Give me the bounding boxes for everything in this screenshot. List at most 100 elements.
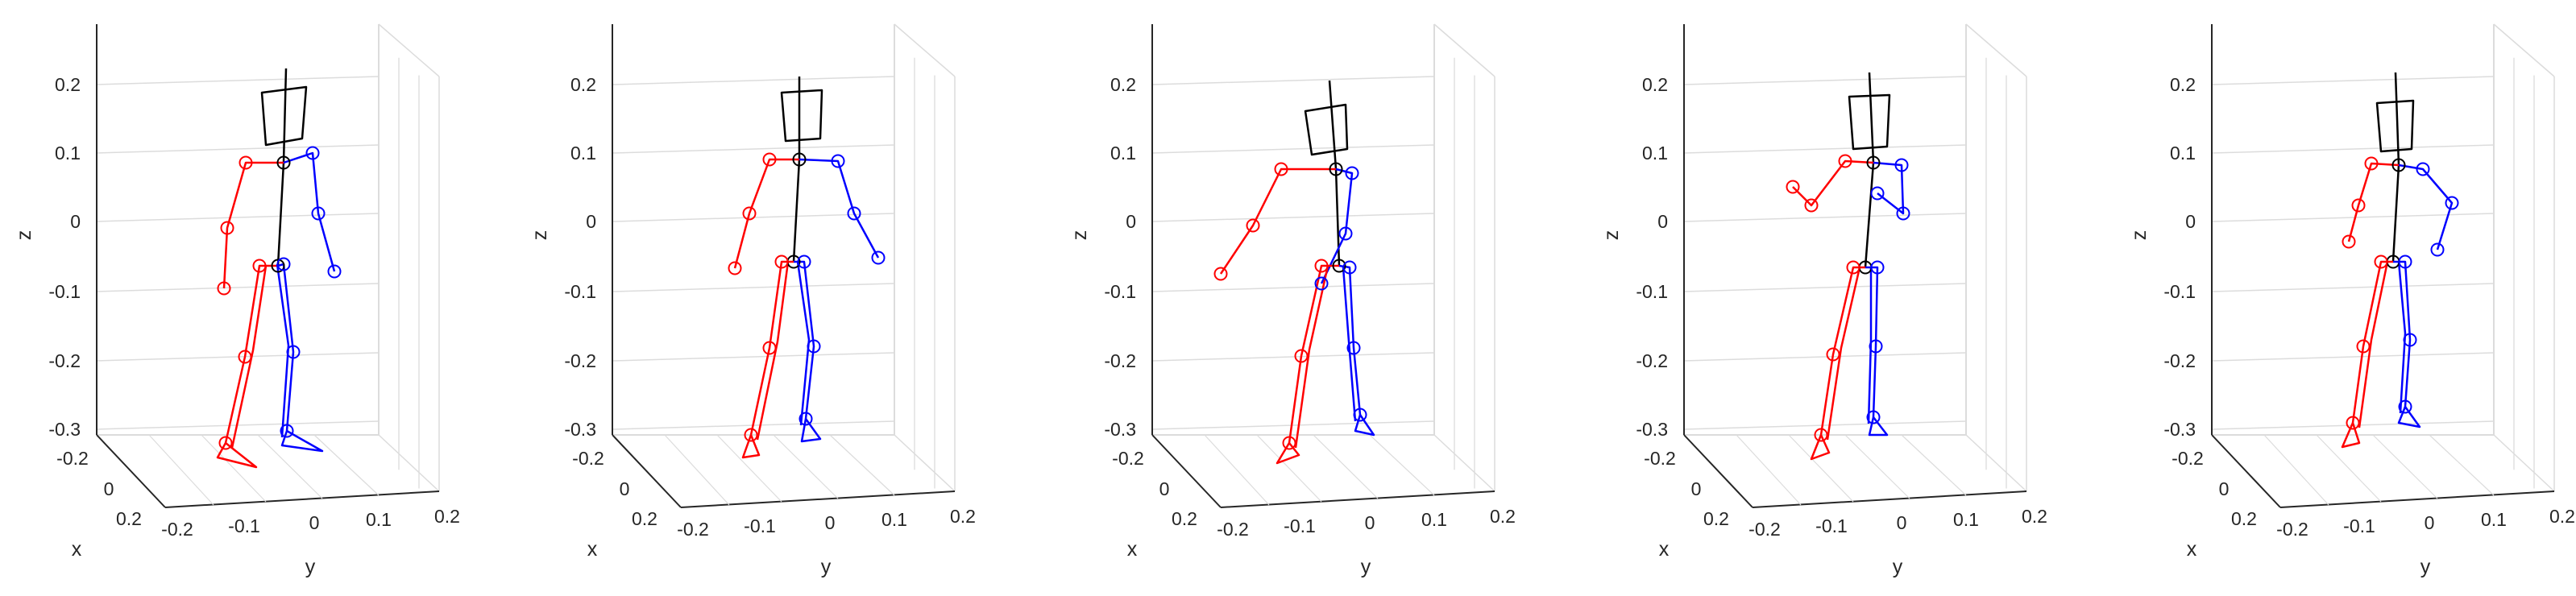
left-foot-line bbox=[1810, 434, 1831, 461]
y-tick-label: 0.2 bbox=[950, 506, 976, 527]
right-wall-top bbox=[378, 23, 440, 77]
x-axis-line bbox=[2211, 434, 2281, 508]
y-axis-label: y bbox=[1361, 556, 1371, 578]
skeleton bbox=[2341, 72, 2459, 449]
skeleton bbox=[216, 68, 342, 469]
left-joint-hp bbox=[252, 259, 267, 273]
right-foot-line bbox=[1868, 416, 1889, 437]
right-joint-kn bbox=[286, 345, 301, 359]
head-box bbox=[780, 89, 823, 143]
right-joint-an bbox=[280, 424, 294, 438]
z-gridline bbox=[2211, 76, 2495, 85]
head-box bbox=[260, 85, 308, 147]
left-arm-line bbox=[733, 158, 799, 269]
z-tick-label: -0.3 bbox=[564, 419, 596, 440]
y-axis-line bbox=[1220, 490, 1495, 508]
y-axis-label: y bbox=[821, 556, 832, 578]
z-gridline bbox=[612, 144, 895, 154]
floor-gridline bbox=[313, 434, 380, 496]
z-gridline bbox=[1151, 76, 1435, 85]
x-tick-label: -0.2 bbox=[1644, 448, 1676, 469]
right-joint-kn bbox=[2403, 333, 2417, 347]
z-tick-label: 0.1 bbox=[1642, 143, 1668, 163]
z-tick-label: -0.1 bbox=[1636, 281, 1668, 302]
left-leg-line-back bbox=[756, 261, 790, 441]
x-tick-label: 0.2 bbox=[1703, 508, 1729, 529]
z-gridline bbox=[2211, 352, 2495, 362]
z-gridline bbox=[612, 76, 895, 85]
z-tick-label: -0.2 bbox=[48, 350, 81, 371]
floor-gridline bbox=[1204, 434, 1270, 506]
left-joint-an bbox=[744, 428, 758, 442]
x-tick-label: 0 bbox=[1691, 478, 1702, 499]
right-arm-line bbox=[2398, 163, 2454, 250]
head-box bbox=[1848, 93, 1891, 151]
right-joint-sh bbox=[1894, 158, 1909, 172]
left-joint-sh bbox=[239, 155, 253, 170]
z-gridline bbox=[96, 352, 380, 362]
x-tick-label: 0 bbox=[2219, 478, 2230, 499]
right-joint-an bbox=[1866, 410, 1881, 424]
y-tick-label: 0 bbox=[309, 512, 320, 533]
right-joint-el bbox=[311, 206, 326, 221]
neck-joint bbox=[276, 155, 291, 170]
floor-gridline bbox=[664, 434, 730, 506]
right-leg-line-back bbox=[796, 261, 811, 426]
right-joint-hp bbox=[2398, 255, 2412, 269]
right-joint-wr bbox=[1314, 276, 1329, 291]
z-tick-label: -0.3 bbox=[2163, 419, 2196, 440]
left-joint-kn bbox=[2356, 339, 2371, 354]
right-joint-hp bbox=[797, 255, 811, 269]
x-tick-label: -0.2 bbox=[56, 448, 89, 469]
left-joint-sh bbox=[1838, 154, 1852, 168]
chart-panel-1: 0.20.10-0.1-0.2-0.3-0.2 -0.1 0 0.1 0.2-0.200… bbox=[13, 23, 460, 578]
floor-gridline bbox=[1369, 434, 1435, 496]
z-gridline bbox=[2211, 213, 2495, 222]
y-tick-label: 0.2 bbox=[1490, 506, 1516, 527]
floor-gridline bbox=[1313, 434, 1379, 499]
z-tick-label: 0.2 bbox=[2170, 74, 2196, 95]
x-tick-label: 0 bbox=[620, 478, 630, 499]
left-joint-el bbox=[2351, 198, 2366, 213]
right-wall-bottom bbox=[378, 434, 440, 492]
z-gridline bbox=[96, 213, 380, 222]
right-joint-el bbox=[1896, 206, 1910, 221]
left-joint-kn bbox=[762, 341, 777, 355]
y-tick-label: -0.1 bbox=[2343, 515, 2375, 536]
z-gridline bbox=[1683, 283, 1967, 292]
right-joint-el bbox=[847, 206, 861, 221]
z-tick-label: 0 bbox=[1126, 211, 1136, 232]
z-axis-label: z bbox=[529, 230, 551, 241]
y-tick-label: 0 bbox=[825, 512, 836, 533]
x-axis-label: x bbox=[2187, 538, 2197, 561]
y-tick-label: 0.1 bbox=[1421, 509, 1447, 530]
left-joint-wr bbox=[1213, 267, 1228, 281]
floor-gridline bbox=[201, 434, 267, 503]
floor-gridline bbox=[716, 434, 782, 503]
left-arm-line bbox=[1792, 159, 1874, 207]
head-box bbox=[2375, 99, 2415, 153]
x-axis-label: x bbox=[72, 538, 82, 561]
back-wall-grid bbox=[1683, 23, 2027, 508]
z-tick-label: 0 bbox=[70, 211, 81, 232]
neck-joint bbox=[1329, 162, 1343, 176]
floor-gridline bbox=[2316, 434, 2382, 503]
right-joint-sh bbox=[305, 146, 320, 160]
z-tick-label: -0.1 bbox=[48, 281, 81, 302]
right-arm-line bbox=[1873, 161, 1905, 215]
x-tick-label: 0.2 bbox=[2231, 508, 2257, 529]
z-tick-label: 0.1 bbox=[1110, 143, 1136, 163]
floor-gridline bbox=[1256, 434, 1322, 503]
chart-panel-4: 0.20.10-0.1-0.2-0.3-0.2 -0.1 0 0.1 0.2-0.200… bbox=[1600, 23, 2047, 578]
left-arm-line bbox=[1219, 168, 1336, 275]
right-joint-sh bbox=[1345, 166, 1359, 180]
right-leg-line-back bbox=[1342, 267, 1357, 422]
left-joint-hp bbox=[2374, 255, 2388, 269]
right-joint-hp bbox=[1870, 260, 1885, 275]
right-foot-line bbox=[800, 418, 822, 443]
z-tick-label: -0.1 bbox=[1104, 281, 1136, 302]
y-tick-label: 0.2 bbox=[434, 506, 460, 527]
y-tick-label: 0.1 bbox=[366, 509, 392, 530]
head-box bbox=[1304, 103, 1349, 156]
